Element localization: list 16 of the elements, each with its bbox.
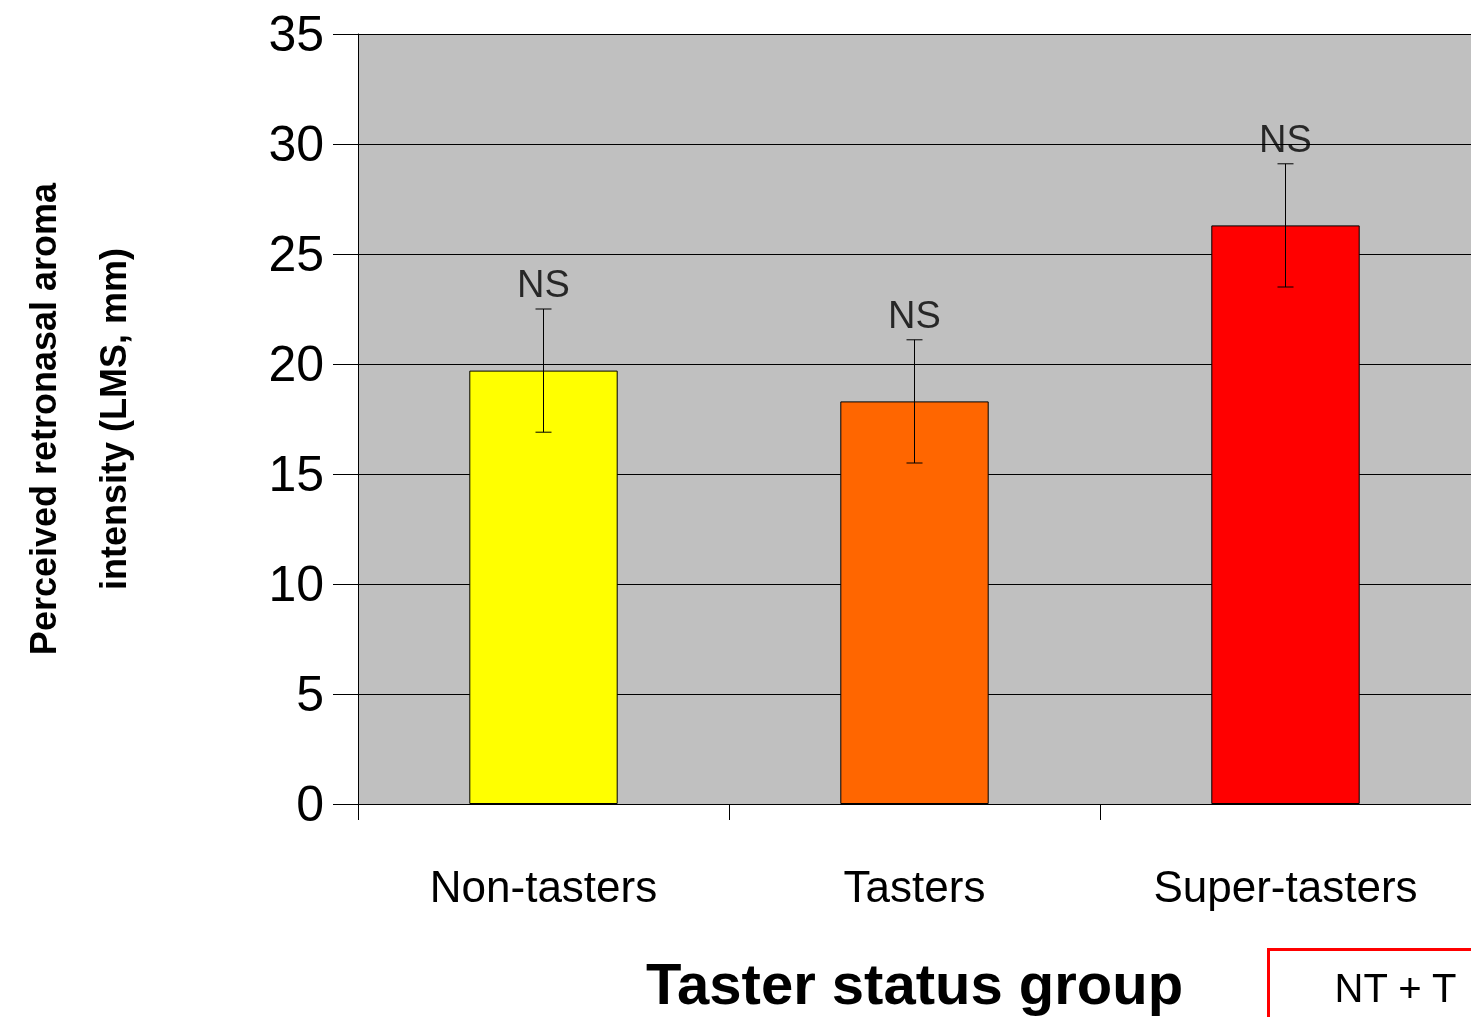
- y-tick-label: 35: [268, 6, 324, 62]
- annotation: NS: [888, 293, 941, 336]
- y-axis-title: Perceived retronasal aroma intensity (LMS, mm): [22, 181, 134, 656]
- x-axis-title: Taster status group: [645, 950, 1184, 1016]
- y-tick-label: 5: [296, 666, 324, 722]
- x-tick-label: Tasters: [843, 861, 986, 911]
- text: NT + T: [1334, 965, 1457, 1010]
- y-tick-label: 20: [268, 336, 324, 392]
- x-tick-label: Non-tasters: [429, 861, 658, 911]
- y-tick-label: 10: [268, 556, 324, 612]
- y-tick-label: 30: [268, 116, 324, 172]
- y-tick-label: 15: [268, 446, 324, 502]
- y-tick-label: 0: [296, 776, 324, 832]
- annotation: NS: [517, 263, 570, 305]
- x-tick-label: Super-tasters: [1153, 861, 1418, 911]
- y-tick-label: 25: [268, 226, 324, 282]
